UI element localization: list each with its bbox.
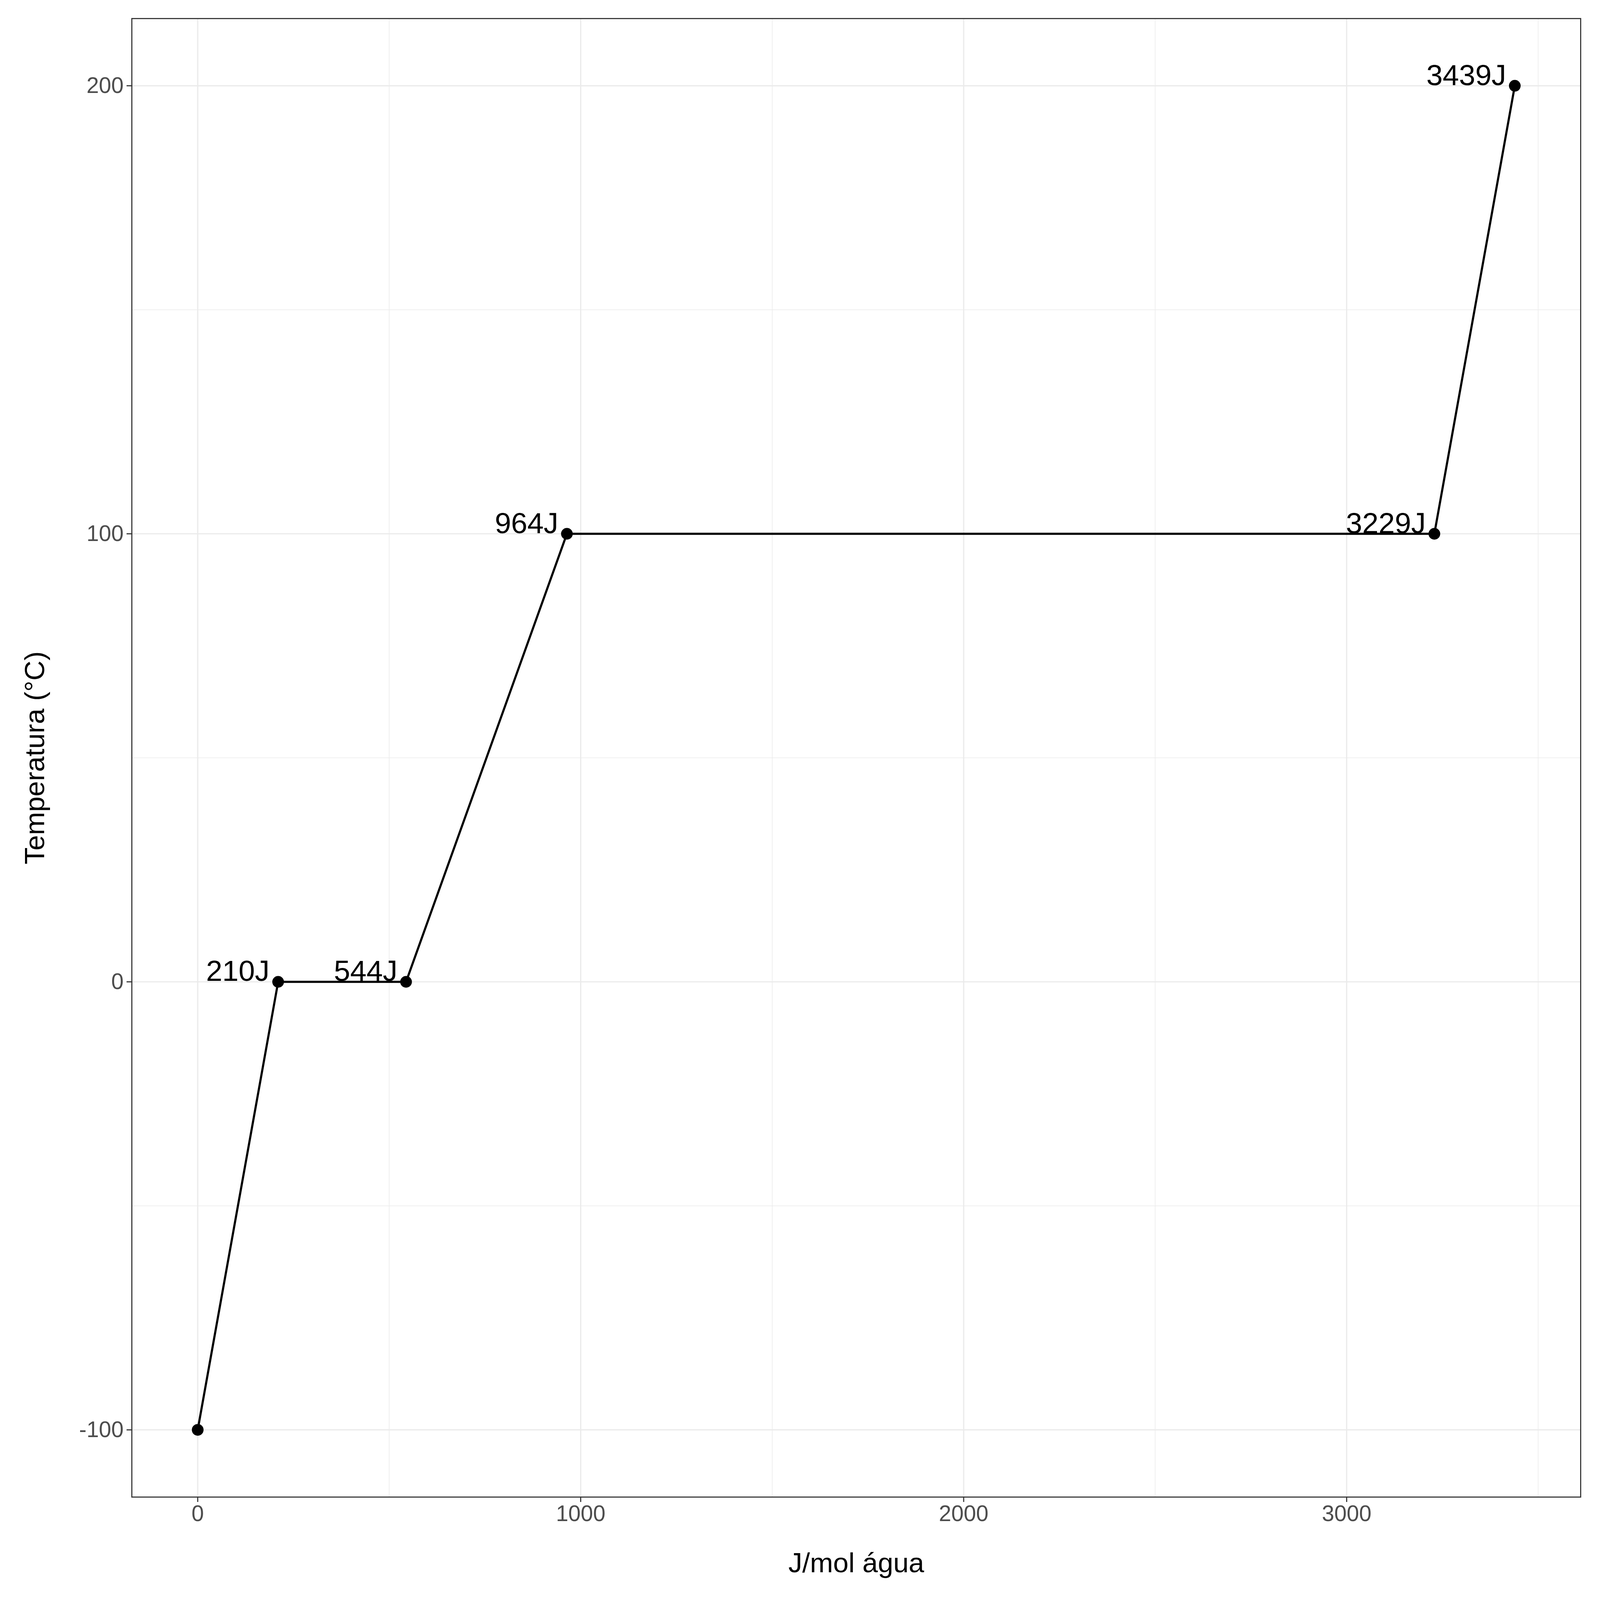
svg-text:100: 100	[86, 520, 124, 546]
svg-text:3439J: 3439J	[1426, 58, 1507, 92]
svg-text:200: 200	[86, 72, 124, 98]
svg-text:210J: 210J	[205, 954, 270, 988]
svg-text:J/mol água: J/mol água	[788, 1547, 925, 1579]
svg-text:3000: 3000	[1321, 1500, 1372, 1526]
svg-text:1000: 1000	[555, 1500, 606, 1526]
svg-text:964J: 964J	[494, 506, 559, 540]
svg-text:544J: 544J	[333, 954, 398, 988]
svg-text:0: 0	[111, 968, 124, 994]
svg-text:2000: 2000	[939, 1500, 989, 1526]
svg-text:Temperatura (°C): Temperatura (°C)	[19, 651, 50, 865]
svg-text:0: 0	[191, 1500, 204, 1526]
svg-text:-100: -100	[78, 1416, 124, 1442]
svg-text:3229J: 3229J	[1346, 506, 1426, 540]
